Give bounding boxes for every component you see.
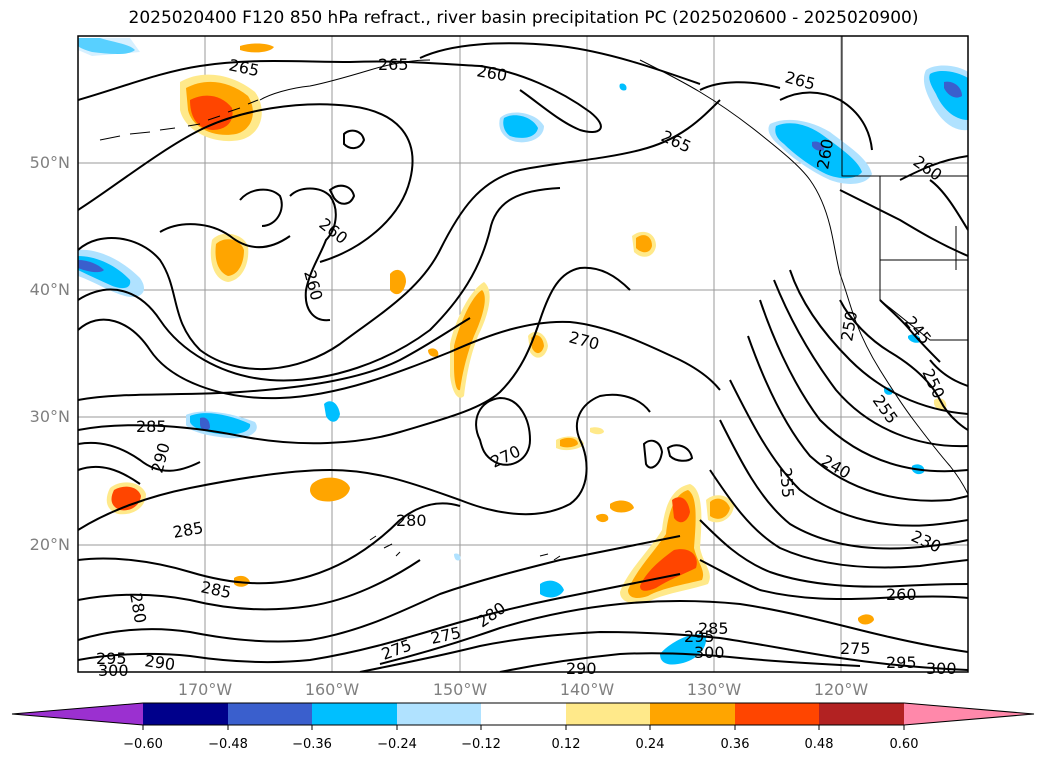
colorbar-tick-label: −0.12 bbox=[461, 737, 501, 752]
colorbar-extend-low bbox=[12, 703, 143, 725]
contour-label: 285 bbox=[136, 417, 167, 436]
colorbar-segment bbox=[143, 703, 228, 725]
colorbar-tick-label: 0.12 bbox=[551, 737, 581, 752]
contour-label: 265 bbox=[378, 55, 409, 74]
map-border bbox=[77, 35, 969, 673]
contour-label: 255 bbox=[776, 467, 798, 499]
colorbar-tick-label: −0.36 bbox=[292, 737, 332, 752]
colorbar-segment bbox=[228, 703, 312, 725]
contour-label: 285 bbox=[698, 619, 729, 638]
lat-label: 20°N bbox=[29, 535, 70, 554]
contour-label: 300 bbox=[98, 661, 129, 680]
map-title: 2025020400 F120 850 hPa refract., river … bbox=[128, 8, 919, 28]
lon-label: 140°W bbox=[559, 680, 615, 699]
lon-label: 160°W bbox=[304, 680, 360, 699]
refractivity-contours bbox=[78, 42, 968, 672]
colorbar-segment bbox=[566, 703, 650, 725]
lon-label: 130°W bbox=[686, 680, 742, 699]
colorbar-segment bbox=[735, 703, 819, 725]
coastlines bbox=[99, 36, 968, 561]
contour-label: 280 bbox=[396, 511, 427, 530]
colorbar-segment bbox=[481, 703, 566, 725]
colorbar-tick-label: 0.60 bbox=[889, 737, 919, 752]
contour-label: 295 bbox=[684, 627, 715, 646]
lon-label: 170°W bbox=[177, 680, 233, 699]
lon-label: 150°W bbox=[432, 680, 488, 699]
colorbar-tick-label: 0.24 bbox=[635, 737, 665, 752]
colorbar-tick-label: 0.36 bbox=[720, 737, 750, 752]
lon-label: 120°W bbox=[813, 680, 869, 699]
contour-label: 295 bbox=[96, 649, 127, 668]
colorbar-tick-label: −0.48 bbox=[208, 737, 248, 752]
colorbar-tick-label: 0.48 bbox=[804, 737, 834, 752]
colorbar-extend-high bbox=[904, 703, 1034, 725]
contour-label: 300 bbox=[694, 643, 725, 662]
precip-shading bbox=[78, 38, 968, 665]
colorbar bbox=[11, 702, 1035, 730]
contour-label: 260 bbox=[886, 585, 917, 604]
colorbar-segment bbox=[312, 703, 397, 725]
contour-label: 295 bbox=[886, 653, 917, 672]
contour-label: 275 bbox=[840, 639, 871, 658]
contour-label: 300 bbox=[926, 659, 957, 678]
contour-label: 290 bbox=[143, 651, 176, 674]
lat-label: 30°N bbox=[29, 407, 70, 426]
colorbar-segment bbox=[650, 703, 735, 725]
colorbar-tick-label: −0.24 bbox=[377, 737, 417, 752]
colorbar-segment bbox=[819, 703, 904, 725]
colorbar-segment bbox=[397, 703, 481, 725]
contour-label: 290 bbox=[566, 659, 597, 678]
lat-label: 40°N bbox=[29, 280, 70, 299]
lat-label: 50°N bbox=[29, 153, 70, 172]
colorbar-tick-label: −0.60 bbox=[123, 737, 163, 752]
